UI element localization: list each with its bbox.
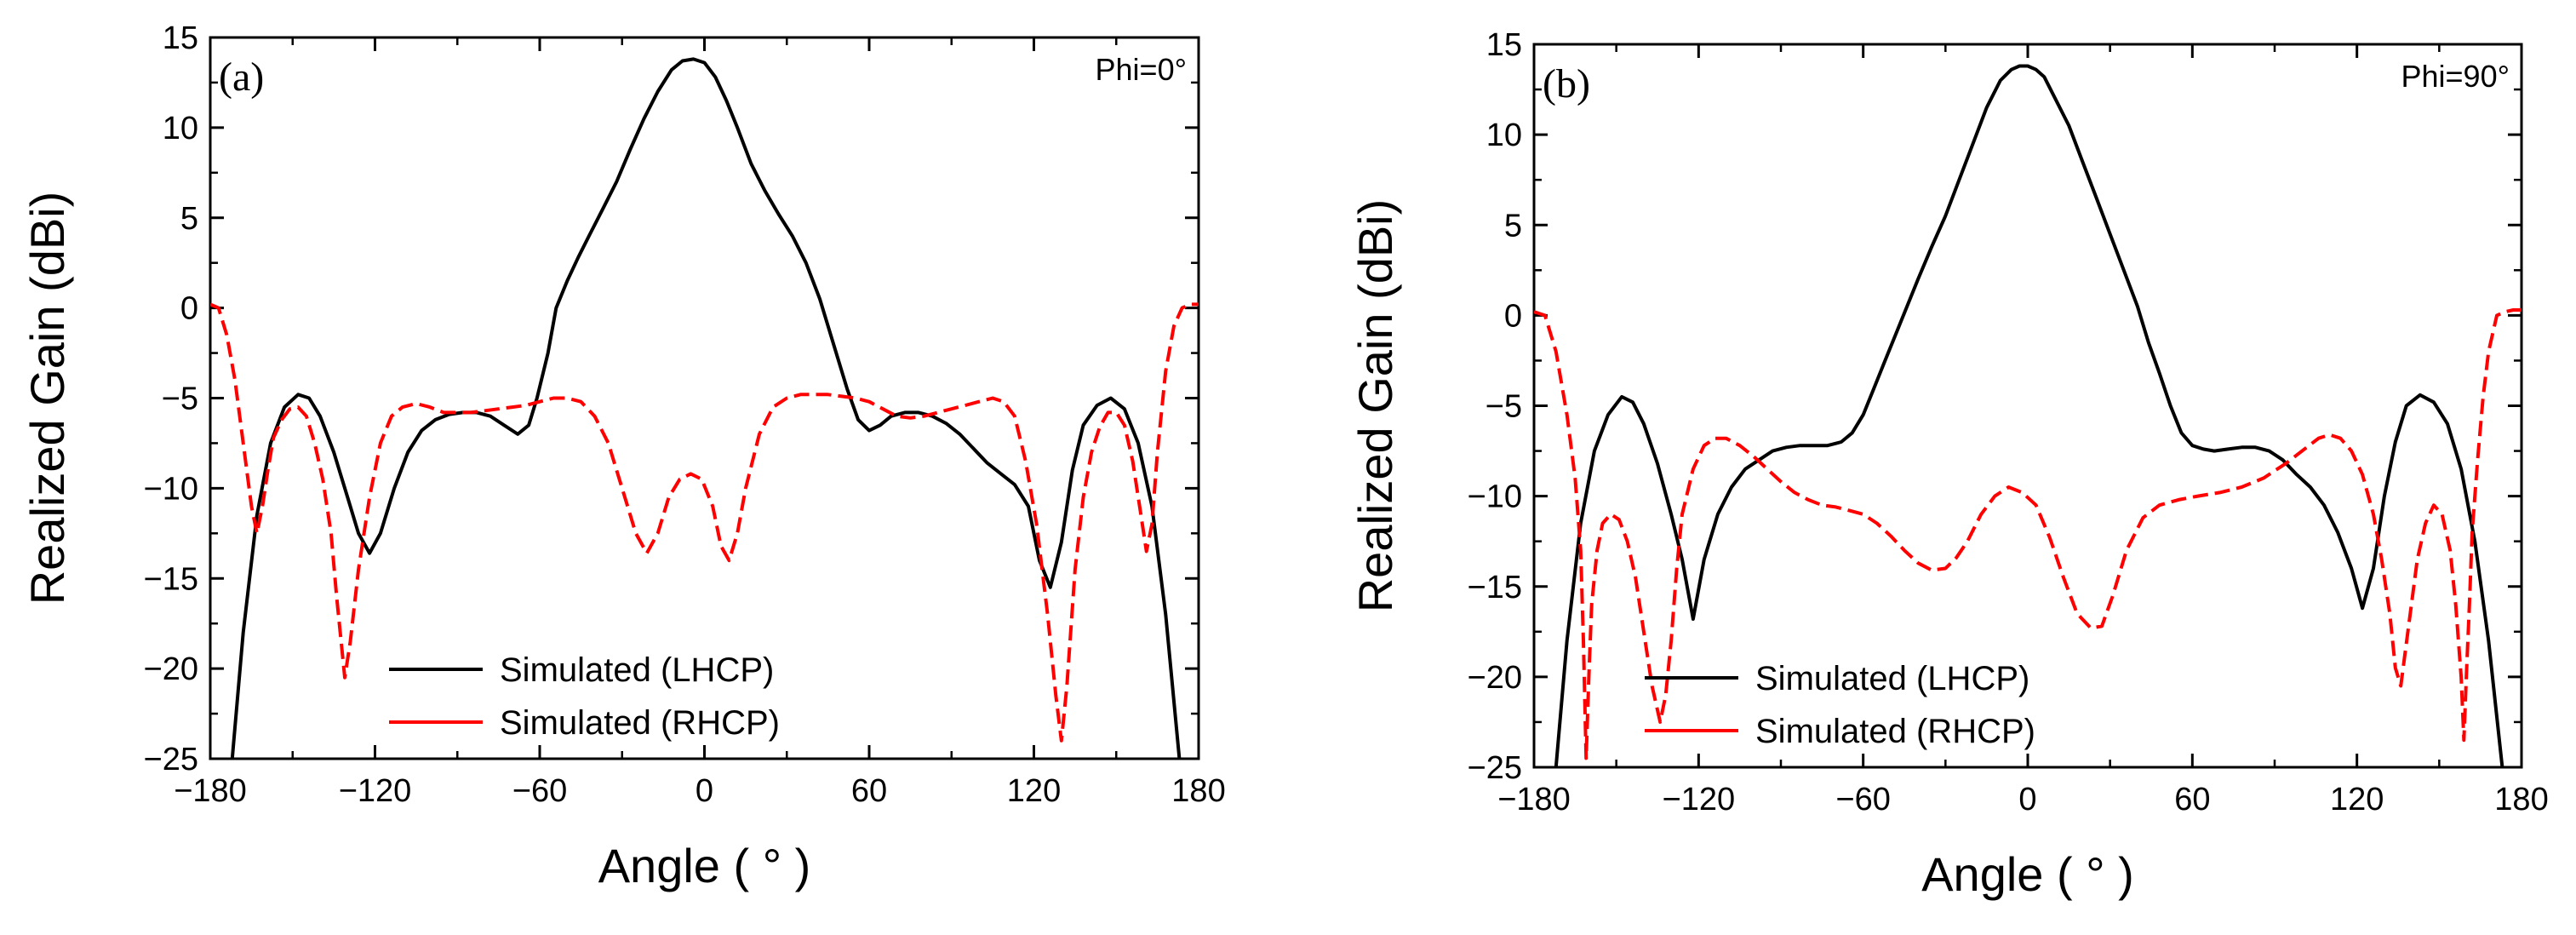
legend-label-rhcp: Simulated (RHCP) — [1755, 713, 2035, 750]
panel-label: (b) — [1543, 61, 1590, 106]
x-tick-label: −120 — [339, 773, 412, 809]
x-tick-label: −120 — [1663, 782, 1736, 817]
y-tick-label: 5 — [1504, 208, 1522, 244]
y-tick-label: −15 — [1468, 570, 1522, 605]
x-tick-label: 0 — [696, 773, 713, 809]
x-tick-label: 120 — [2330, 782, 2384, 817]
panel-label: (a) — [219, 54, 264, 100]
y-tick-label: 5 — [180, 201, 198, 237]
y-tick-label: −10 — [144, 471, 198, 507]
y-tick-label: −20 — [144, 651, 198, 687]
y-tick-label: 0 — [1504, 298, 1522, 334]
x-tick-label: 60 — [2174, 782, 2210, 817]
x-tick-label: 60 — [851, 773, 887, 809]
y-axis-title: Realized Gain (dBi) — [1348, 199, 1402, 613]
x-axis-title: Angle ( ° ) — [1921, 847, 2134, 901]
series-group — [210, 57, 1199, 759]
x-tick-label: 120 — [1007, 773, 1061, 809]
x-tick-label: 180 — [1171, 773, 1225, 809]
plot-frame — [1532, 43, 2523, 769]
x-tick-label: −60 — [512, 773, 567, 809]
x-tick-label: 0 — [2018, 782, 2036, 817]
y-axis-title: Realized Gain (dBi) — [20, 192, 74, 605]
lhcp-series-line — [1554, 64, 2504, 767]
y-tick-label: 15 — [163, 20, 198, 56]
rhcp-series-line — [1534, 308, 2522, 760]
x-axis-title: Angle ( ° ) — [598, 839, 811, 892]
legend-label-rhcp: Simulated (RHCP) — [500, 704, 780, 742]
y-tick-label: −25 — [144, 742, 198, 777]
y-tick-label: 0 — [180, 291, 198, 327]
chart-panel-a: −180 −120 −60 0 60 120 180 −25 −20 −15 −10 −5 0 5 10 15… — [20, 20, 1226, 892]
y-tick-label: −15 — [144, 561, 198, 597]
x-tick-label: −180 — [1497, 782, 1571, 817]
y-tick-label: −5 — [1485, 389, 1522, 425]
x-tick-label: −180 — [174, 773, 247, 809]
rhcp-series-line — [210, 302, 1199, 743]
y-tick-label: −20 — [1468, 660, 1522, 696]
chart-panel-b: −180 −120 −60 0 60 120 180 −25 −20 −15 −10 −5 0 5 10 15… — [1348, 27, 2549, 901]
phi-annotation: Phi=0° — [1096, 52, 1187, 87]
y-tick-label: −25 — [1468, 750, 1522, 786]
y-tick-label: −10 — [1468, 479, 1522, 515]
y-tick-label: 10 — [1486, 118, 1522, 153]
y-tick-label: −5 — [162, 381, 198, 417]
phi-annotation: Phi=90° — [2401, 59, 2510, 94]
legend-label-lhcp: Simulated (LHCP) — [500, 651, 774, 689]
series-group — [1534, 64, 2522, 767]
x-tick-label: 180 — [2494, 782, 2548, 817]
y-tick-label: 15 — [1486, 27, 1522, 63]
x-tick-label: −60 — [1835, 782, 1890, 817]
y-tick-label: 10 — [163, 111, 198, 146]
lhcp-series-line — [230, 57, 1182, 759]
legend-label-lhcp: Simulated (LHCP) — [1755, 660, 2029, 697]
